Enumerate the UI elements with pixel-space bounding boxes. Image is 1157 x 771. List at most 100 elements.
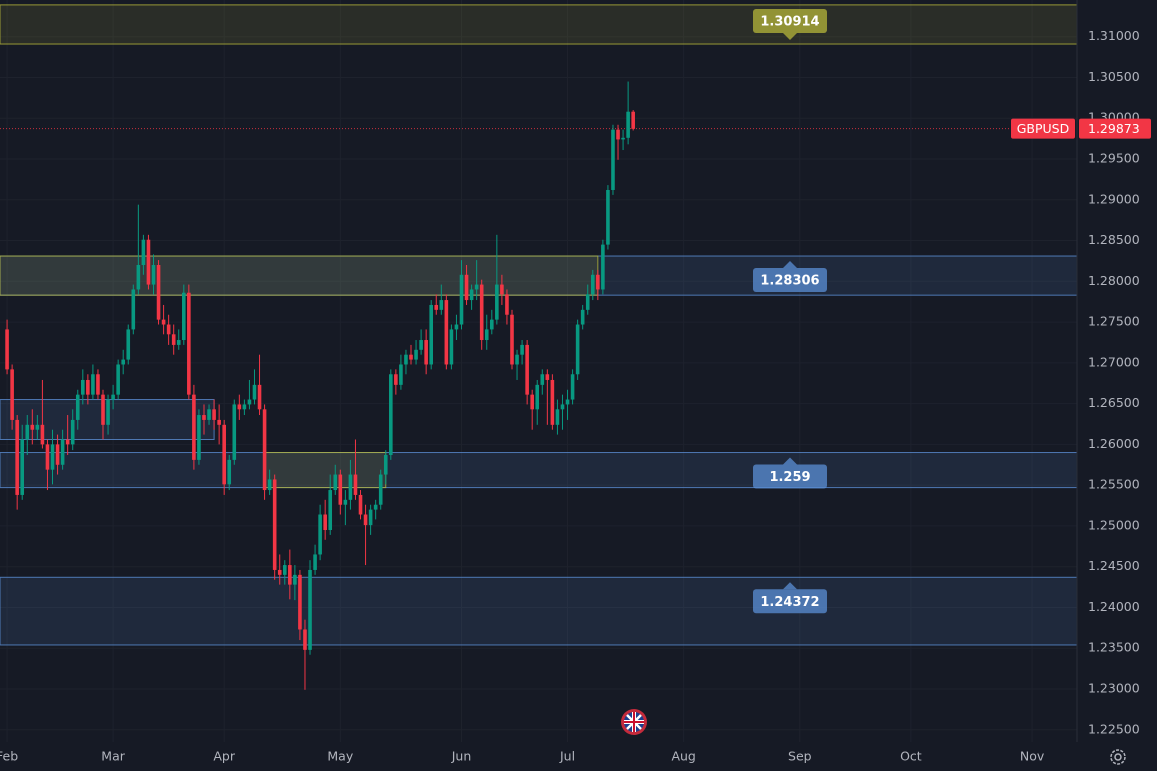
zone-label-pointer xyxy=(783,582,797,590)
candle-body xyxy=(565,399,570,405)
candle-body xyxy=(146,239,151,285)
candle-body xyxy=(530,394,534,410)
candle-body xyxy=(70,419,75,445)
candle xyxy=(207,404,211,425)
candle-body xyxy=(25,424,30,440)
zone-level: 1.259 xyxy=(769,470,810,485)
y-tick-label: 1.26000 xyxy=(1088,436,1140,451)
candle xyxy=(570,369,575,405)
x-tick-label: Sep xyxy=(788,749,812,764)
candle-body xyxy=(65,439,70,445)
candle-body xyxy=(15,419,19,495)
candle-body xyxy=(10,369,14,420)
candle-body xyxy=(439,300,444,310)
zones: 1.30914 1.28306 1.259 1.24372 xyxy=(0,4,1078,646)
candle xyxy=(510,309,514,370)
candle-body xyxy=(338,474,343,505)
last-price-label: 1.29873 xyxy=(1088,121,1140,136)
candle xyxy=(469,284,474,310)
candle xyxy=(171,324,176,355)
candle-body xyxy=(20,439,25,495)
candle-body xyxy=(217,419,221,425)
candle-body xyxy=(540,374,545,385)
candle-body xyxy=(166,324,171,335)
candle-body xyxy=(262,409,267,491)
y-tick-label: 1.30500 xyxy=(1088,69,1140,84)
candle xyxy=(373,499,378,520)
candle xyxy=(75,389,80,430)
candle-body xyxy=(429,304,434,365)
candle-body xyxy=(101,394,105,425)
y-tick-label: 1.26500 xyxy=(1088,395,1140,410)
candle xyxy=(565,389,570,420)
candle-body xyxy=(202,415,206,420)
candle xyxy=(525,340,529,405)
candle xyxy=(232,399,237,465)
x-tick-label: Nov xyxy=(1020,749,1045,764)
candle-body xyxy=(596,274,600,290)
candle-body xyxy=(176,340,181,345)
y-tick-label: 1.23000 xyxy=(1088,681,1140,696)
candle-body xyxy=(282,565,287,575)
candle xyxy=(444,294,449,370)
zone-level: 1.28306 xyxy=(760,274,819,289)
candle xyxy=(81,369,85,405)
candle-body xyxy=(328,490,333,530)
candle-body xyxy=(86,379,90,395)
candle xyxy=(555,399,560,435)
candle-body xyxy=(227,459,232,485)
candle xyxy=(202,404,206,435)
candle-body xyxy=(161,319,166,325)
candle xyxy=(141,234,146,275)
candle xyxy=(616,124,620,160)
candle xyxy=(166,314,171,345)
candle xyxy=(495,234,499,325)
candle-body xyxy=(151,265,156,285)
candle xyxy=(474,260,479,301)
zone-level: 1.30914 xyxy=(760,15,819,30)
candle-body xyxy=(449,329,454,365)
candle xyxy=(596,269,600,301)
candle-body xyxy=(288,565,292,585)
candle-body xyxy=(126,329,131,360)
candle-body xyxy=(590,274,595,295)
zone xyxy=(0,576,1078,646)
candle xyxy=(65,415,70,455)
candle-body xyxy=(45,444,50,470)
candle-body xyxy=(616,129,620,140)
candle xyxy=(434,294,439,315)
grid xyxy=(0,0,1077,742)
candle-body xyxy=(560,404,565,410)
zone xyxy=(0,255,599,296)
zone-label-box xyxy=(753,464,827,489)
candle xyxy=(540,369,545,395)
candle xyxy=(30,409,35,445)
candle xyxy=(247,379,252,410)
candle xyxy=(212,399,216,430)
candle-body xyxy=(555,409,560,425)
candle-body xyxy=(459,274,464,325)
candle xyxy=(424,329,428,375)
candle-body xyxy=(237,404,242,410)
candle xyxy=(479,279,484,350)
candle xyxy=(484,314,489,350)
x-tick-label: Jun xyxy=(451,749,472,764)
candle-body xyxy=(611,129,615,190)
settings-icon[interactable] xyxy=(1110,749,1126,765)
zone-label: 1.24372 xyxy=(753,582,827,614)
candle-body xyxy=(55,444,60,465)
candle-body xyxy=(156,265,161,320)
candle-body xyxy=(358,494,363,515)
candle-body xyxy=(464,274,469,301)
candle-body xyxy=(495,284,499,320)
candle-body xyxy=(207,409,211,420)
candle xyxy=(181,284,186,345)
symbol-tag-box xyxy=(1011,118,1075,139)
y-tick-label: 1.28500 xyxy=(1088,232,1140,247)
candle-body xyxy=(525,344,529,395)
candle xyxy=(96,369,100,400)
candle-body xyxy=(601,244,605,290)
candle xyxy=(535,379,540,425)
candle xyxy=(631,110,635,131)
